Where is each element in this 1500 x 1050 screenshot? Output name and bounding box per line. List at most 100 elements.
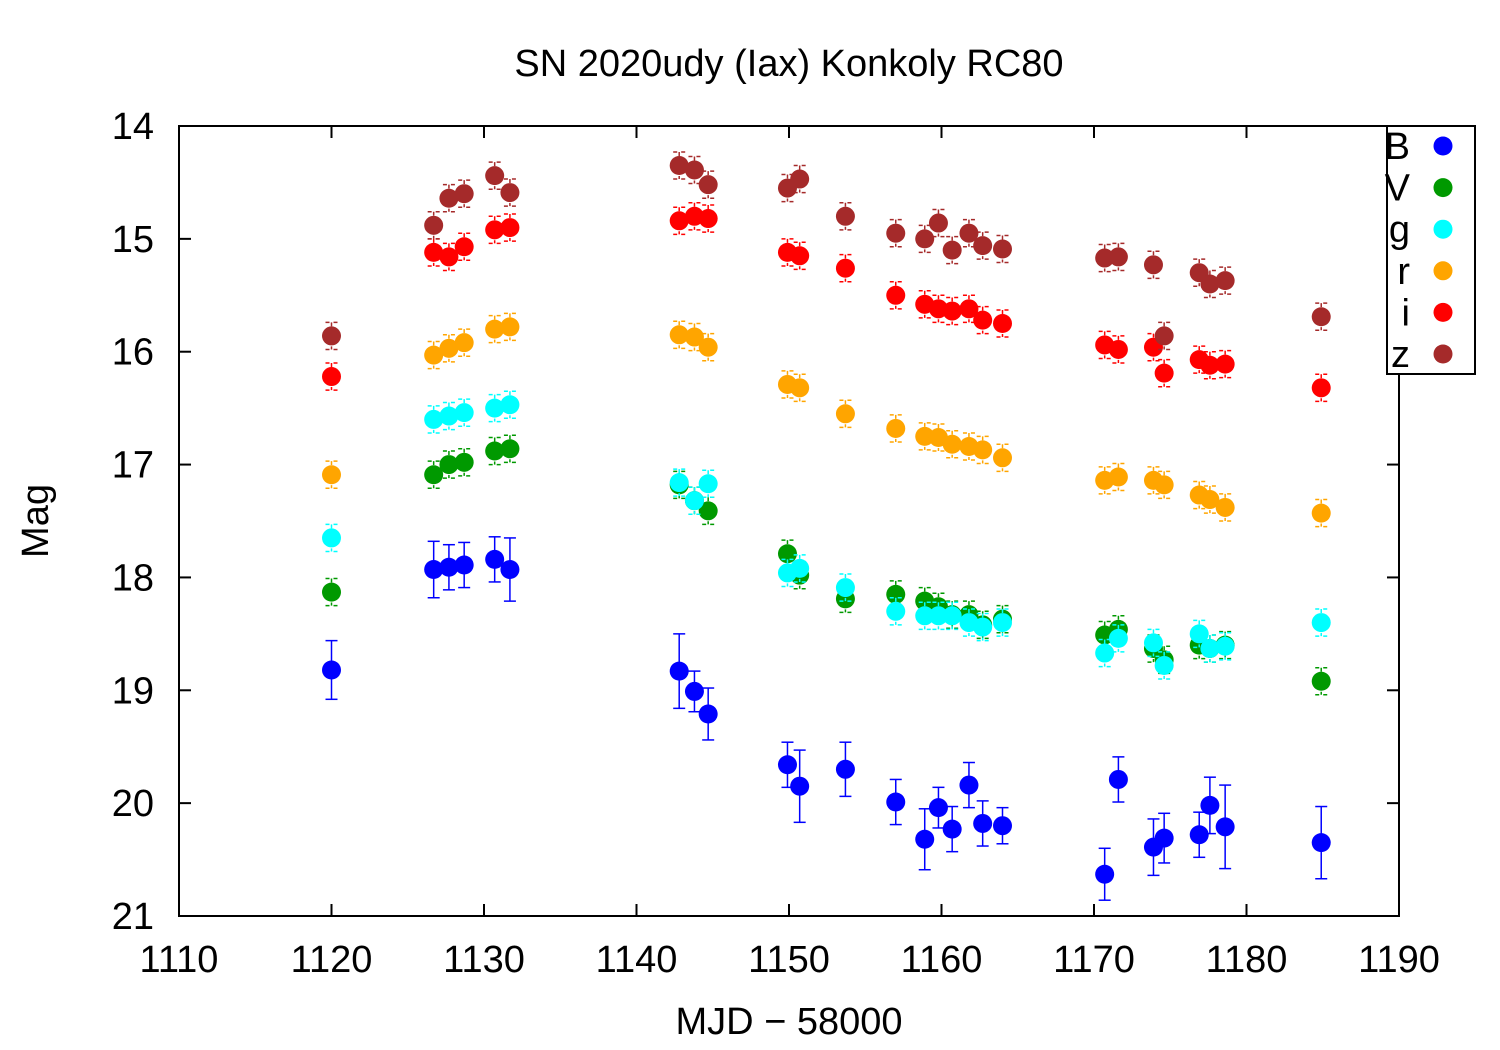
chart-title: SN 2020udy (Iax) Konkoly RC80	[514, 43, 1063, 85]
data-point	[942, 606, 962, 626]
data-point	[500, 439, 520, 459]
data-point	[485, 398, 505, 418]
data-point	[454, 237, 474, 257]
data-point	[886, 418, 906, 438]
data-point	[485, 220, 505, 240]
data-point	[915, 829, 935, 849]
x-tick-label: 1110	[140, 939, 219, 981]
data-point	[439, 557, 459, 577]
data-point	[500, 218, 520, 238]
data-point	[424, 409, 444, 429]
data-point	[959, 223, 979, 243]
x-tick-label: 1180	[1206, 939, 1288, 981]
data-point	[439, 455, 459, 475]
legend-marker-V	[1433, 178, 1453, 198]
x-tick-label: 1190	[1358, 939, 1440, 981]
data-point	[915, 606, 935, 626]
data-point	[886, 792, 906, 812]
data-point	[835, 404, 855, 424]
data-point	[322, 465, 341, 485]
data-point	[993, 314, 1012, 333]
data-point	[439, 188, 459, 208]
data-point	[684, 681, 704, 701]
data-point	[993, 613, 1012, 633]
y-axis-label: Mag	[15, 484, 57, 558]
legend-label-i: i	[1402, 292, 1410, 334]
data-point	[1200, 795, 1220, 815]
data-point	[485, 441, 505, 461]
y-tick-label: 21	[112, 896, 154, 938]
data-point	[1215, 271, 1235, 291]
y-tick-label: 16	[112, 332, 154, 374]
series-z	[322, 151, 1331, 351]
data-point	[1189, 825, 1209, 845]
data-point	[439, 406, 459, 426]
data-point	[500, 560, 520, 580]
data-point	[959, 299, 979, 319]
data-point	[1154, 475, 1174, 495]
y-tick-label: 18	[112, 557, 154, 599]
data-point	[790, 378, 810, 398]
data-point	[1200, 355, 1220, 375]
data-point	[1154, 326, 1174, 346]
data-point	[1154, 655, 1174, 675]
data-point	[1108, 628, 1128, 648]
data-point	[915, 229, 935, 249]
data-point	[1215, 497, 1235, 517]
data-point	[424, 215, 444, 235]
series-g	[322, 390, 1331, 680]
legend-label-B: B	[1385, 126, 1410, 168]
data-point	[322, 660, 341, 680]
data-point	[915, 426, 935, 446]
data-point	[790, 246, 810, 266]
data-point	[1143, 633, 1163, 653]
legend-label-z: z	[1391, 334, 1410, 376]
data-point	[500, 317, 520, 337]
data-point	[973, 310, 993, 330]
data-point	[698, 175, 718, 195]
data-point	[485, 549, 505, 569]
data-point	[1095, 643, 1115, 663]
legend-label-g: g	[1389, 209, 1410, 251]
data-point	[1311, 503, 1331, 523]
data-point	[886, 584, 906, 604]
data-point	[942, 301, 962, 321]
data-point	[993, 239, 1012, 259]
data-point	[993, 448, 1012, 468]
legend-marker-z	[1433, 344, 1453, 364]
data-point	[698, 704, 718, 724]
data-point	[322, 528, 341, 548]
data-point	[1108, 247, 1128, 267]
data-point	[835, 578, 855, 598]
data-point	[790, 558, 810, 578]
axis-ticks: 1110 1120 1130 1140 1150 1160 1170 1180 1190 14 15…	[112, 106, 1440, 981]
data-point	[454, 184, 474, 204]
legend-marker-g	[1433, 219, 1453, 239]
data-point	[669, 211, 689, 231]
data-point	[1200, 490, 1220, 510]
data-point	[698, 337, 718, 357]
data-point	[777, 755, 797, 775]
data-point	[669, 156, 689, 175]
data-point	[835, 759, 855, 779]
x-tick-label: 1140	[596, 939, 678, 981]
data-point	[485, 319, 505, 339]
legend-label-V: V	[1385, 168, 1411, 210]
data-point	[698, 501, 718, 521]
data-point	[942, 434, 962, 454]
data-point	[1095, 248, 1115, 268]
y-tick-label: 15	[112, 219, 154, 261]
legend-marker-r	[1433, 261, 1453, 281]
data-point	[424, 345, 444, 365]
data-point	[1200, 274, 1220, 294]
data-point	[973, 440, 993, 460]
legend-label-r: r	[1397, 251, 1410, 293]
data-point	[669, 325, 689, 345]
series-r	[322, 312, 1331, 528]
data-point	[485, 166, 505, 186]
data-point	[886, 223, 906, 243]
data-point	[424, 465, 444, 485]
data-point	[973, 813, 993, 833]
plot-frame	[178, 125, 1400, 917]
